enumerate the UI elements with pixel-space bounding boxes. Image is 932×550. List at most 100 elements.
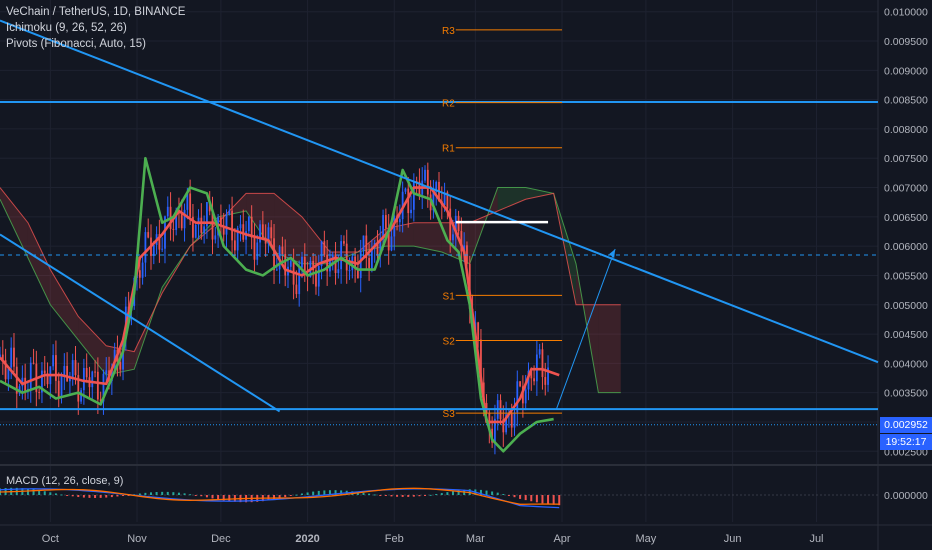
macd-histogram-bar [401,495,404,497]
candle-body [41,370,43,393]
candle-body [63,365,66,376]
pivots-legend[interactable]: Pivots (Fibonacci, Auto, 15) [6,38,146,50]
cloud-segment [27,222,51,305]
candle-body [407,188,410,214]
macd-histogram-bar [205,495,208,498]
candle-body [13,347,15,367]
macd-histogram-bar [77,495,80,498]
candle-body [96,371,99,400]
macd-histogram-bar [200,495,203,497]
ichimoku-legend[interactable]: Ichimoku (9, 26, 52, 26) [6,22,127,34]
candle-body [138,270,141,278]
candle-body [55,355,57,381]
trendline [0,19,879,364]
candle-body [247,216,250,232]
macd-histogram-bar [306,492,309,495]
candle-body [312,260,315,271]
y-tick-label: 0.004000 [884,358,928,370]
candle-body [295,284,298,295]
candle-body [454,215,457,235]
candle-body [43,370,46,374]
macd-histogram-bar [485,490,488,495]
candle-body [161,248,164,250]
candle-body [172,228,175,230]
candle-body [463,245,466,252]
candle-body [166,206,169,217]
candle-body [10,347,13,368]
candle-body [387,228,390,251]
macd-histogram-bar [457,490,460,495]
candle-body [261,224,264,238]
candle-body [289,260,292,267]
candle-body [259,224,261,243]
candle-body [530,370,533,379]
candle-body [334,254,337,274]
candle-body [231,210,233,241]
candle-body [183,209,186,229]
candle-body [446,192,449,209]
candle-body [4,360,7,380]
candle-body [535,354,538,382]
macd-histogram-bar [491,491,494,495]
candle-body [382,215,384,240]
candle-body [524,389,527,404]
candle-body [505,414,508,433]
y-tick-label: 0.007000 [884,183,928,195]
candle-body [320,241,323,267]
candle-body [82,368,85,391]
candle-body [538,349,541,355]
candle-body [301,256,303,268]
macd-histogram-bar [289,495,292,496]
macd-histogram-bar [317,490,320,495]
cloud-segment [301,216,330,264]
candle-body [158,234,161,250]
macd-histogram-bar [189,494,192,496]
candle-body [203,226,206,233]
macd-histogram-bar [172,492,175,495]
candle-body [273,238,275,271]
macd-histogram-bar [284,495,287,498]
candle-body [250,216,253,238]
macd-histogram-bar [49,492,52,495]
candle-body [432,191,435,211]
candle-body [194,224,197,238]
candle-body [175,210,178,230]
macd-histogram-bar [547,495,550,505]
macd-histogram-bar [127,495,130,496]
macd-histogram-bar [513,495,516,498]
macd-histogram-bar [94,495,97,498]
candle-body [359,250,362,278]
macd-legend[interactable]: MACD (12, 26, close, 9) [6,475,124,487]
macd-histogram-bar [66,495,69,496]
macd-histogram-bar [138,493,141,495]
candle-body [510,412,513,428]
candle-body [29,362,32,389]
candle-body [480,339,482,383]
macd-histogram-bar [496,492,499,495]
kijun-line [0,156,554,453]
cloud-span-b [0,187,621,353]
macd-zero-label: 0.000000 [884,490,928,502]
candle-body [477,322,480,340]
candle-body [326,254,329,272]
x-tick-label: May [636,533,657,545]
cloud-segment [413,222,442,253]
y-tick-label: 0.008000 [884,124,928,136]
candle-body [345,243,348,271]
macd-line [0,488,560,509]
candle-body [485,403,488,413]
candle-body [214,235,217,240]
candle-body [147,232,150,238]
macd-histogram-bar [440,493,443,495]
tenkan-line [0,186,560,424]
candle-body [435,181,438,192]
candle-body [390,236,393,251]
symbol-title[interactable]: VeChain / TetherUS, 1D, BINANCE [6,6,186,18]
candle-body [219,217,222,227]
macd-histogram-bar [222,495,225,501]
macd-histogram-bar [323,490,326,495]
candle-body [513,412,516,428]
macd-histogram-bar [502,493,505,495]
x-tick-label: Mar [466,533,485,545]
